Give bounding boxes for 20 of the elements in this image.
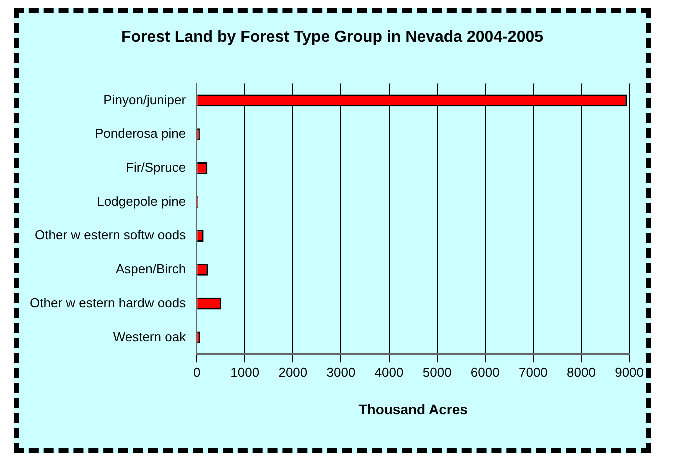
- x-tick-label: 3000: [326, 364, 356, 380]
- y-tick-label: Lodgepole pine: [97, 194, 186, 209]
- y-tick-label: Western oak: [113, 329, 187, 344]
- x-axis-title: Thousand Acres: [358, 401, 468, 418]
- chart-title: Forest Land by Forest Type Group in Nevada 2004-2005: [120, 29, 545, 47]
- y-tick-label: Other w estern softw oods: [35, 228, 187, 243]
- x-tick-label: 0: [193, 364, 201, 380]
- y-tick-label: Fir/Spruce: [126, 160, 186, 176]
- x-tick-label: 9000: [615, 364, 644, 380]
- x-tick-label: 5000: [422, 364, 452, 380]
- x-tick-label: 2000: [278, 364, 308, 380]
- x-tick-label: 6000: [470, 364, 500, 380]
- x-tick-label: 8000: [567, 364, 596, 380]
- y-tick-label: Pinyon/juniper: [104, 92, 187, 108]
- x-tick-label: 4000: [374, 364, 404, 380]
- y-tick-label: Other w estern hardw oods: [30, 295, 187, 310]
- y-tick-label: Ponderosa pine: [95, 126, 186, 142]
- y-tick-label: Aspen/Birch: [116, 262, 186, 277]
- x-tick-label: 1000: [230, 364, 260, 380]
- x-tick-label: 7000: [518, 364, 548, 380]
